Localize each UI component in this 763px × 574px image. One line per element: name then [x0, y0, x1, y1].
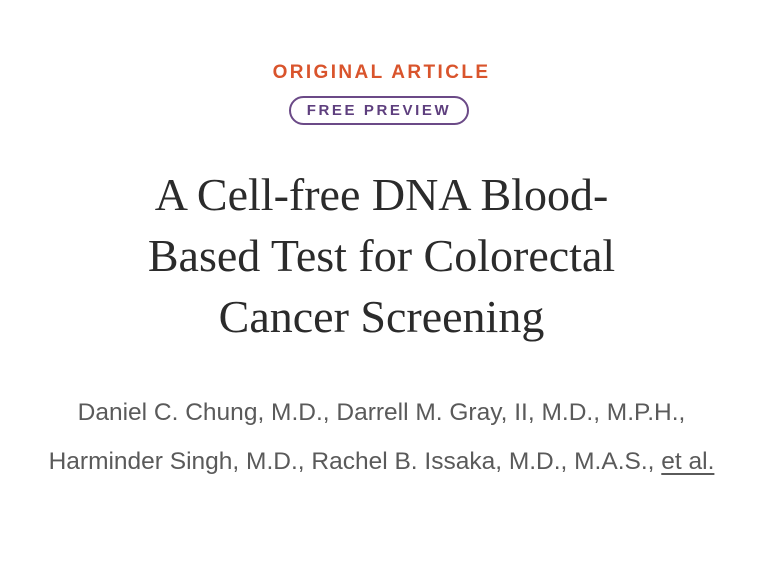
free-preview-badge[interactable]: FREE PREVIEW [289, 96, 469, 125]
title-line-1: A Cell-free DNA Blood- [154, 169, 609, 220]
et-al-link[interactable]: et al. [661, 448, 715, 475]
section-label: ORIGINAL ARTICLE [272, 62, 491, 83]
title-line-2: Based Test for Colorectal [147, 230, 616, 281]
title-line-3: Cancer Screening [218, 291, 545, 342]
author-list: Daniel C. Chung, M.D., Darrell M. Gray, … [40, 388, 723, 486]
article-title: A Cell-free DNA Blood- Based Test for Col… [90, 164, 673, 347]
authors-text: Daniel C. Chung, M.D., Darrell M. Gray, … [48, 399, 686, 475]
